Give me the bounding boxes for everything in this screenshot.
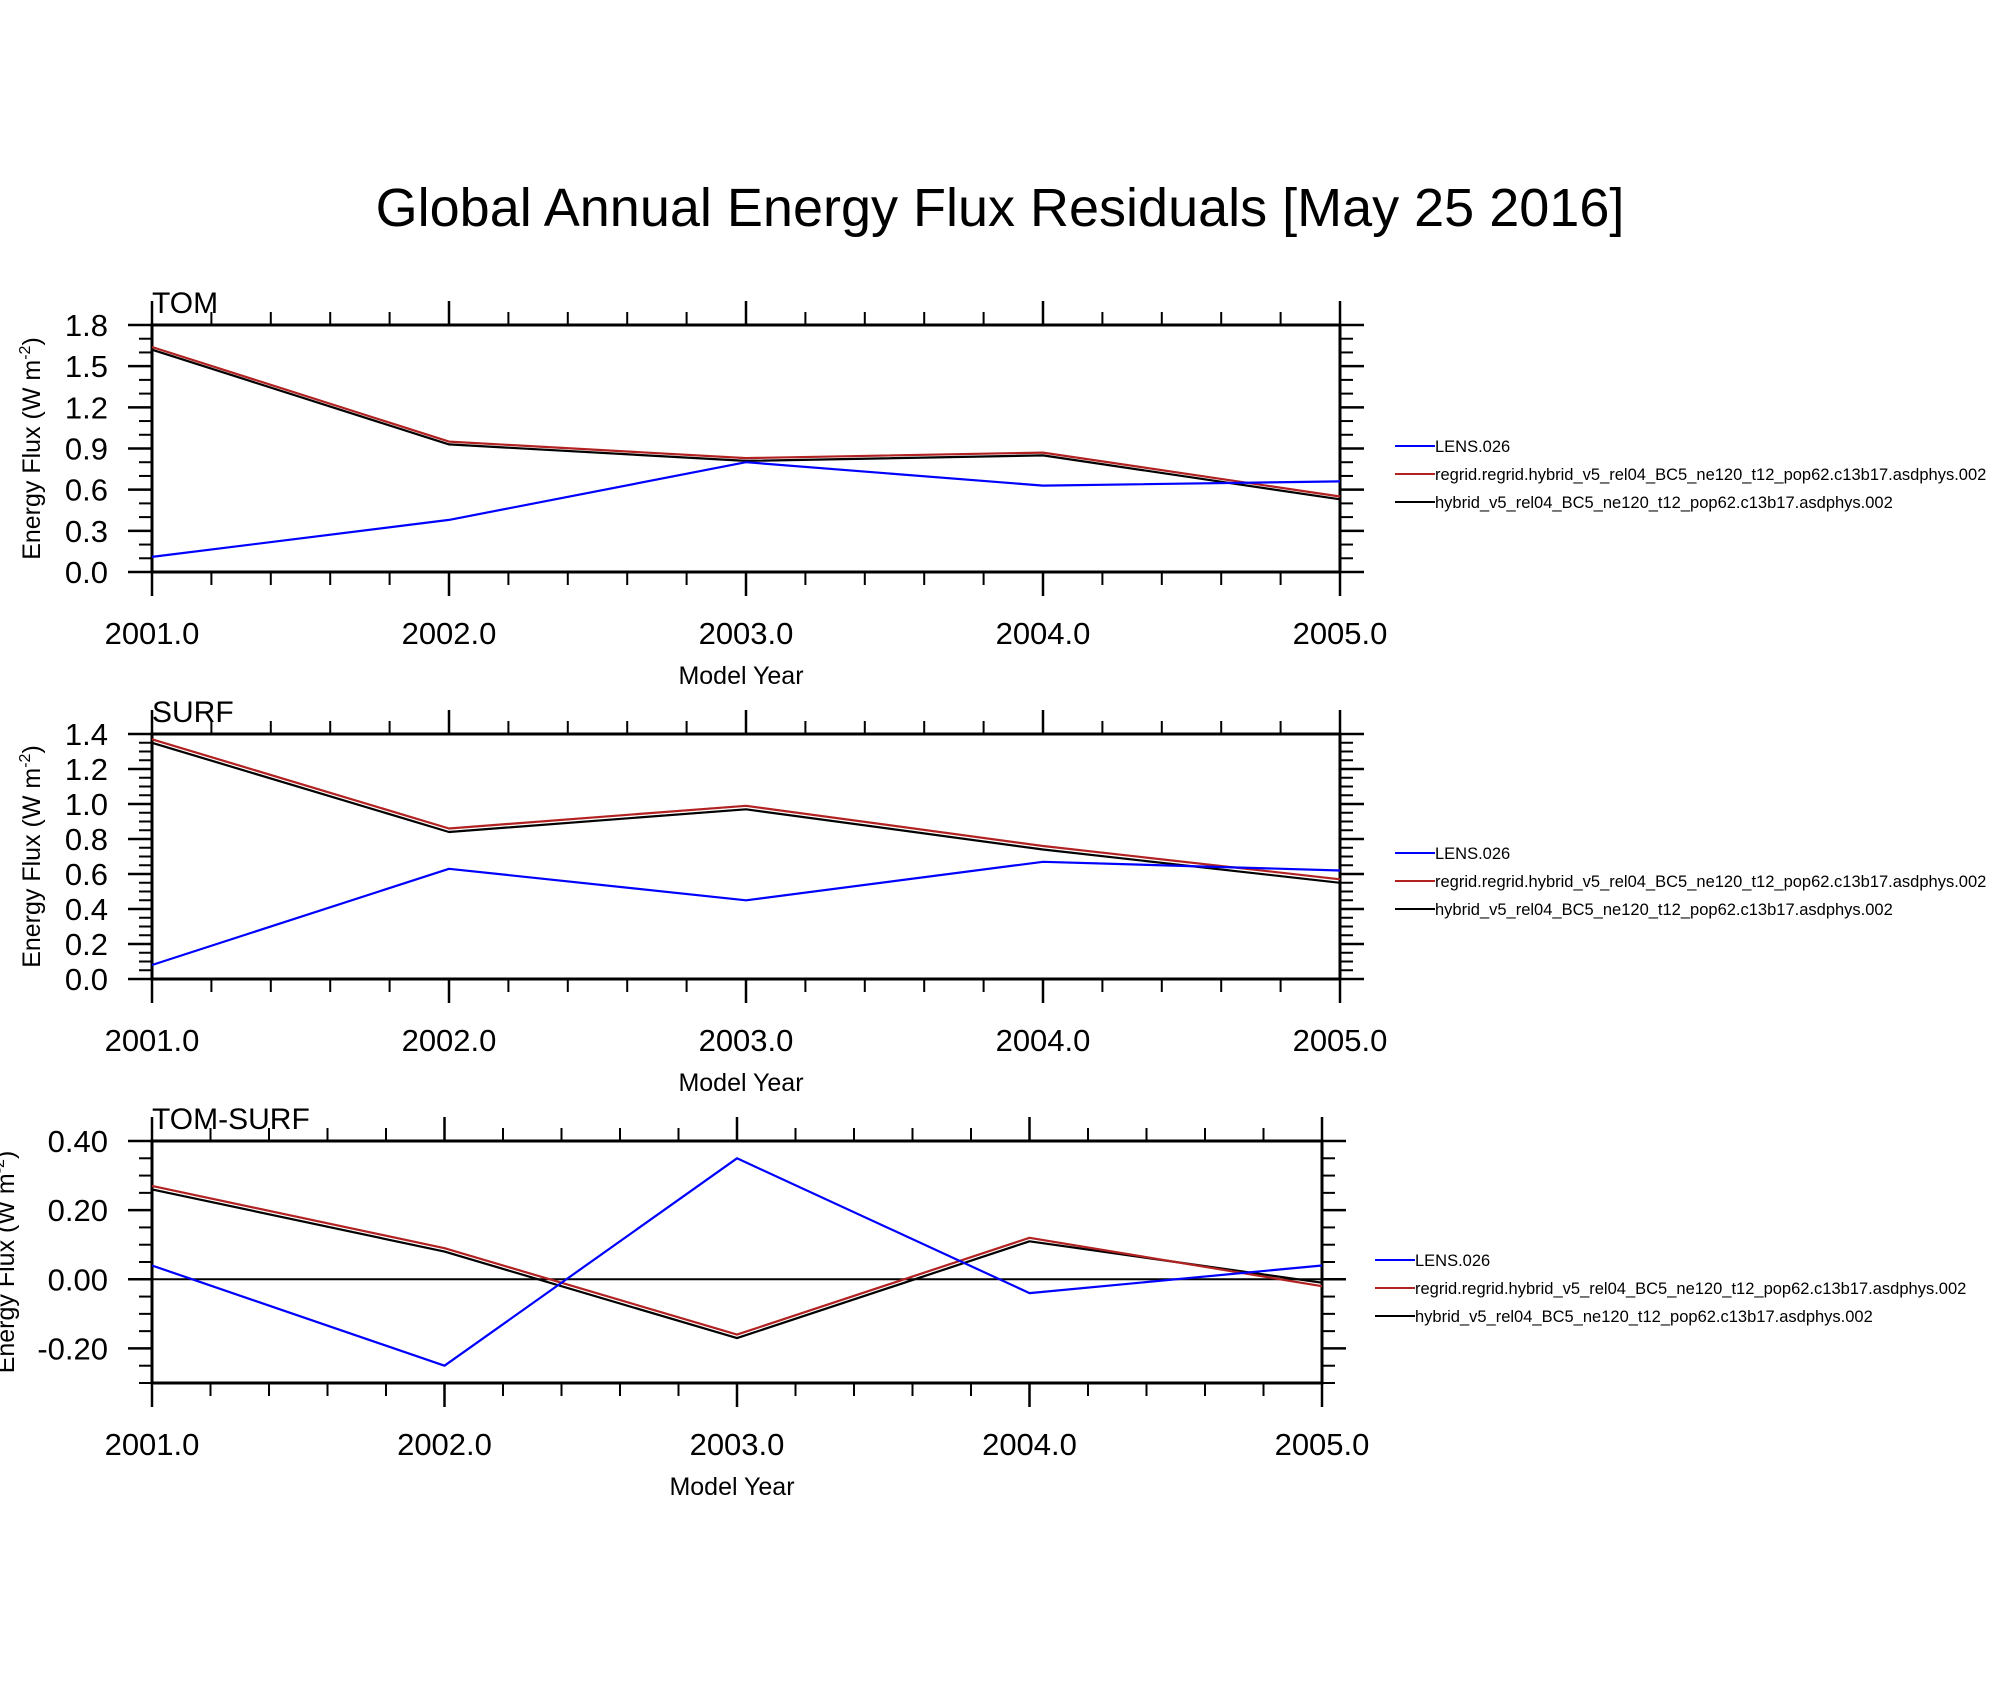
x-tick-label: 2003.0 (690, 1427, 785, 1462)
y-axis-label-close: ) (18, 745, 46, 753)
y-tick-label: 0.6 (65, 857, 108, 892)
y-tick-label: 1.5 (65, 349, 108, 384)
x-tick-label: 2004.0 (996, 1023, 1091, 1058)
y-axis-label: Energy Flux (W m-2) (17, 337, 46, 560)
y-tick-label: 0.0 (65, 555, 108, 590)
panel-label: TOM-SURF (152, 1103, 310, 1136)
y-tick-label: 1.2 (65, 752, 108, 787)
x-tick-label: 2005.0 (1293, 616, 1388, 651)
y-tick-label: 1.4 (65, 717, 108, 752)
chart-title: Global Annual Energy Flux Residuals [May… (375, 178, 1625, 238)
chart-panel-tom: TOM 2001.0 2002.0 2003.0 2004.0 2005.0 Model Y… (17, 287, 1986, 690)
legend-entry: hybrid_v5_rel04_BC5_ne120_t12_pop62.c13b… (1415, 1308, 1873, 1326)
x-tick-label: 2001.0 (105, 1427, 200, 1462)
series-line-hybrid (151, 348, 1341, 501)
panel-label: TOM (152, 287, 218, 320)
legend-entry: regrid.regrid.hybrid_v5_rel04_BC5_ne120_… (1435, 466, 1986, 484)
y-tick-label: 0.4 (65, 892, 108, 927)
plot-frame (150, 732, 1342, 981)
x-tick-label: 2003.0 (699, 1023, 794, 1058)
y-tick-label: 0.6 (65, 473, 108, 508)
legend-entry: hybrid_v5_rel04_BC5_ne120_t12_pop62.c13b… (1435, 901, 1893, 919)
y-tick-label: 0.20 (48, 1193, 108, 1228)
legend-entry: regrid.regrid.hybrid_v5_rel04_BC5_ne120_… (1435, 873, 1986, 891)
y-tick-label: 1.8 (65, 308, 108, 343)
y-axis-label-text: Energy Flux (W m (18, 768, 46, 968)
y-tick-label: 0.2 (65, 927, 108, 962)
x-tick-label: 2002.0 (397, 1427, 492, 1462)
y-tick-label: 0.00 (48, 1262, 108, 1297)
y-axis-label-close: ) (0, 1151, 20, 1159)
series-line-hybrid (151, 741, 1341, 884)
series-line-regrid (151, 345, 1341, 498)
legend-entry: LENS.026 (1435, 438, 1510, 456)
y-tick-label: 1.2 (65, 390, 108, 425)
y-tick-label: 0.3 (65, 514, 108, 549)
x-tick-label: 2003.0 (699, 616, 794, 651)
legend-entry: LENS.026 (1435, 845, 1510, 863)
y-axis-label-exponent: -2 (17, 345, 34, 359)
x-tick-label: 2005.0 (1293, 1023, 1388, 1058)
legend-entry: regrid.regrid.hybrid_v5_rel04_BC5_ne120_… (1415, 1280, 1966, 1298)
plot-frame (150, 1139, 1324, 1385)
legend-entry: LENS.026 (1415, 1252, 1490, 1270)
y-axis-label-text: Energy Flux (W m (0, 1173, 20, 1373)
y-tick-label: 1.0 (65, 787, 108, 822)
x-axis-label: Model Year (678, 662, 803, 690)
x-tick-label: 2004.0 (982, 1427, 1077, 1462)
y-tick-label: 0.40 (48, 1124, 108, 1159)
legend-entry: hybrid_v5_rel04_BC5_ne120_t12_pop62.c13b… (1435, 494, 1893, 512)
series-line-hybrid (151, 1188, 1323, 1340)
y-axis-label: Energy Flux (W m-2) (17, 745, 46, 968)
series-line-lens (151, 1157, 1323, 1367)
series-line-regrid (151, 1184, 1323, 1336)
y-axis-label-close: ) (18, 337, 46, 345)
y-tick-label: 0.8 (65, 822, 108, 857)
y-axis-label-exponent: -2 (0, 1159, 8, 1173)
panel-label: SURF (152, 696, 234, 729)
series-line-lens (151, 860, 1341, 967)
x-tick-label: 2001.0 (105, 616, 200, 651)
chart-panel-surf: SURF 2001.0 2002.0 2003.0 2004.0 2005.0 Model … (17, 696, 1986, 1097)
x-tick-label: 2002.0 (402, 616, 497, 651)
y-tick-label: 0.0 (65, 962, 108, 997)
y-axis-label-exponent: -2 (17, 753, 34, 767)
x-axis-label: Model Year (669, 1473, 794, 1501)
x-tick-label: 2004.0 (996, 616, 1091, 651)
y-axis-label-text: Energy Flux (W m (18, 360, 46, 560)
y-tick-label: 0.9 (65, 432, 108, 467)
x-axis-label: Model Year (678, 1069, 803, 1097)
x-tick-label: 2005.0 (1275, 1427, 1370, 1462)
x-tick-label: 2002.0 (402, 1023, 497, 1058)
y-tick-label: -0.20 (37, 1331, 108, 1366)
x-tick-label: 2001.0 (105, 1023, 200, 1058)
chart-panel-tom-surf: TOM-SURF 2001.0 2002.0 2003.0 2004.0 2005.0 Mo… (0, 1103, 1966, 1501)
y-axis-label: Energy Flux (W m-2) (0, 1151, 20, 1374)
series-line-lens (151, 461, 1341, 558)
series-line-regrid (151, 738, 1341, 881)
